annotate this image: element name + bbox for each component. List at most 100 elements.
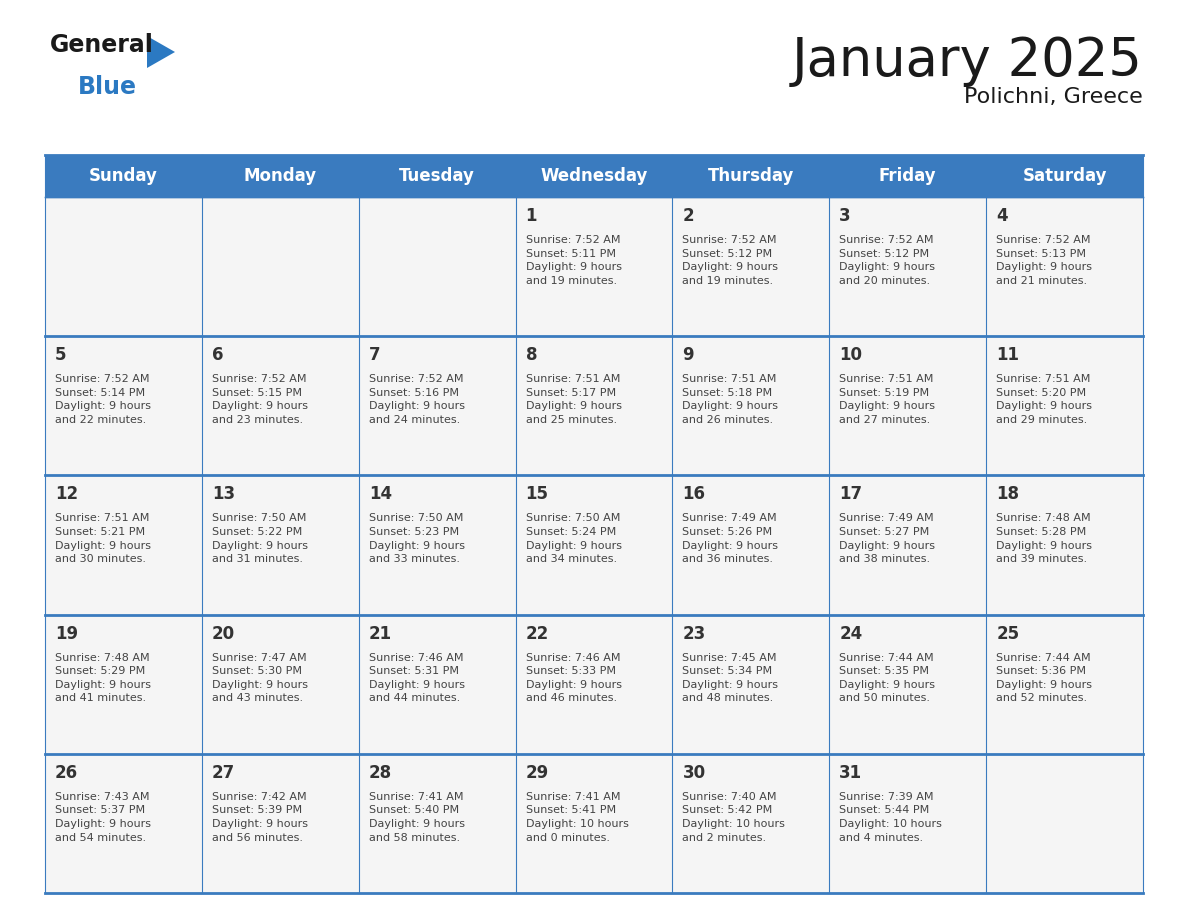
Bar	[359, 614, 516, 754]
Bar	[202, 476, 359, 614]
Bar	[359, 754, 516, 893]
Text: Sunrise: 7:51 AM
Sunset: 5:19 PM
Daylight: 9 hours
and 27 minutes.: Sunrise: 7:51 AM Sunset: 5:19 PM Dayligh…	[839, 375, 935, 425]
Text: Wednesday: Wednesday	[541, 167, 647, 185]
Bar	[986, 476, 1143, 614]
Text: 12: 12	[55, 486, 78, 503]
Polygon shape	[147, 36, 175, 68]
Text: 23: 23	[682, 624, 706, 643]
Text: Sunrise: 7:51 AM
Sunset: 5:17 PM
Daylight: 9 hours
and 25 minutes.: Sunrise: 7:51 AM Sunset: 5:17 PM Dayligh…	[525, 375, 621, 425]
Text: 22: 22	[525, 624, 549, 643]
Text: Sunrise: 7:40 AM
Sunset: 5:42 PM
Daylight: 10 hours
and 2 minutes.: Sunrise: 7:40 AM Sunset: 5:42 PM Dayligh…	[682, 792, 785, 843]
Bar	[986, 197, 1143, 336]
Bar	[45, 197, 202, 336]
Bar	[672, 336, 829, 476]
Text: Thursday: Thursday	[708, 167, 794, 185]
Text: 1: 1	[525, 207, 537, 225]
Bar	[45, 614, 202, 754]
Text: General: General	[50, 33, 154, 57]
Bar	[829, 336, 986, 476]
Bar	[829, 754, 986, 893]
Text: Sunrise: 7:50 AM
Sunset: 5:23 PM
Daylight: 9 hours
and 33 minutes.: Sunrise: 7:50 AM Sunset: 5:23 PM Dayligh…	[368, 513, 465, 565]
Text: 6: 6	[211, 346, 223, 364]
Text: Sunrise: 7:46 AM
Sunset: 5:33 PM
Daylight: 9 hours
and 46 minutes.: Sunrise: 7:46 AM Sunset: 5:33 PM Dayligh…	[525, 653, 621, 703]
Text: 5: 5	[55, 346, 67, 364]
Text: 16: 16	[682, 486, 706, 503]
Text: Friday: Friday	[879, 167, 936, 185]
Text: Monday: Monday	[244, 167, 317, 185]
Text: Sunrise: 7:39 AM
Sunset: 5:44 PM
Daylight: 10 hours
and 4 minutes.: Sunrise: 7:39 AM Sunset: 5:44 PM Dayligh…	[839, 792, 942, 843]
Text: Sunrise: 7:44 AM
Sunset: 5:35 PM
Daylight: 9 hours
and 50 minutes.: Sunrise: 7:44 AM Sunset: 5:35 PM Dayligh…	[839, 653, 935, 703]
Text: 2: 2	[682, 207, 694, 225]
Text: Sunrise: 7:52 AM
Sunset: 5:15 PM
Daylight: 9 hours
and 23 minutes.: Sunrise: 7:52 AM Sunset: 5:15 PM Dayligh…	[211, 375, 308, 425]
Bar	[202, 614, 359, 754]
Text: Sunrise: 7:46 AM
Sunset: 5:31 PM
Daylight: 9 hours
and 44 minutes.: Sunrise: 7:46 AM Sunset: 5:31 PM Dayligh…	[368, 653, 465, 703]
Text: Sunrise: 7:52 AM
Sunset: 5:13 PM
Daylight: 9 hours
and 21 minutes.: Sunrise: 7:52 AM Sunset: 5:13 PM Dayligh…	[997, 235, 1092, 285]
Bar	[202, 336, 359, 476]
Text: 3: 3	[839, 207, 851, 225]
Text: 24: 24	[839, 624, 862, 643]
Bar	[516, 614, 672, 754]
Text: Sunrise: 7:52 AM
Sunset: 5:14 PM
Daylight: 9 hours
and 22 minutes.: Sunrise: 7:52 AM Sunset: 5:14 PM Dayligh…	[55, 375, 151, 425]
Text: 20: 20	[211, 624, 235, 643]
Text: Polichni, Greece: Polichni, Greece	[965, 87, 1143, 107]
Bar	[516, 476, 672, 614]
Text: Sunrise: 7:49 AM
Sunset: 5:27 PM
Daylight: 9 hours
and 38 minutes.: Sunrise: 7:49 AM Sunset: 5:27 PM Dayligh…	[839, 513, 935, 565]
Bar	[672, 614, 829, 754]
Text: Sunrise: 7:48 AM
Sunset: 5:29 PM
Daylight: 9 hours
and 41 minutes.: Sunrise: 7:48 AM Sunset: 5:29 PM Dayligh…	[55, 653, 151, 703]
Text: 29: 29	[525, 764, 549, 782]
Text: 13: 13	[211, 486, 235, 503]
Text: Sunrise: 7:41 AM
Sunset: 5:41 PM
Daylight: 10 hours
and 0 minutes.: Sunrise: 7:41 AM Sunset: 5:41 PM Dayligh…	[525, 792, 628, 843]
Text: 21: 21	[368, 624, 392, 643]
Bar	[516, 336, 672, 476]
Text: 11: 11	[997, 346, 1019, 364]
Text: 17: 17	[839, 486, 862, 503]
Text: 15: 15	[525, 486, 549, 503]
Text: Sunrise: 7:51 AM
Sunset: 5:21 PM
Daylight: 9 hours
and 30 minutes.: Sunrise: 7:51 AM Sunset: 5:21 PM Dayligh…	[55, 513, 151, 565]
Text: 25: 25	[997, 624, 1019, 643]
Text: Sunrise: 7:50 AM
Sunset: 5:22 PM
Daylight: 9 hours
and 31 minutes.: Sunrise: 7:50 AM Sunset: 5:22 PM Dayligh…	[211, 513, 308, 565]
Text: 28: 28	[368, 764, 392, 782]
Text: 31: 31	[839, 764, 862, 782]
Bar	[359, 476, 516, 614]
Bar	[986, 614, 1143, 754]
Text: 18: 18	[997, 486, 1019, 503]
Text: Sunrise: 7:51 AM
Sunset: 5:20 PM
Daylight: 9 hours
and 29 minutes.: Sunrise: 7:51 AM Sunset: 5:20 PM Dayligh…	[997, 375, 1092, 425]
Text: Sunrise: 7:52 AM
Sunset: 5:11 PM
Daylight: 9 hours
and 19 minutes.: Sunrise: 7:52 AM Sunset: 5:11 PM Dayligh…	[525, 235, 621, 285]
Text: Sunrise: 7:49 AM
Sunset: 5:26 PM
Daylight: 9 hours
and 36 minutes.: Sunrise: 7:49 AM Sunset: 5:26 PM Dayligh…	[682, 513, 778, 565]
Text: Sunrise: 7:47 AM
Sunset: 5:30 PM
Daylight: 9 hours
and 43 minutes.: Sunrise: 7:47 AM Sunset: 5:30 PM Dayligh…	[211, 653, 308, 703]
Text: Blue: Blue	[78, 75, 137, 99]
Bar	[45, 155, 1143, 197]
Text: Sunrise: 7:45 AM
Sunset: 5:34 PM
Daylight: 9 hours
and 48 minutes.: Sunrise: 7:45 AM Sunset: 5:34 PM Dayligh…	[682, 653, 778, 703]
Text: Sunrise: 7:52 AM
Sunset: 5:12 PM
Daylight: 9 hours
and 20 minutes.: Sunrise: 7:52 AM Sunset: 5:12 PM Dayligh…	[839, 235, 935, 285]
Bar	[829, 614, 986, 754]
Text: Sunrise: 7:50 AM
Sunset: 5:24 PM
Daylight: 9 hours
and 34 minutes.: Sunrise: 7:50 AM Sunset: 5:24 PM Dayligh…	[525, 513, 621, 565]
Bar	[359, 197, 516, 336]
Bar	[672, 476, 829, 614]
Text: Sunrise: 7:41 AM
Sunset: 5:40 PM
Daylight: 9 hours
and 58 minutes.: Sunrise: 7:41 AM Sunset: 5:40 PM Dayligh…	[368, 792, 465, 843]
Text: Tuesday: Tuesday	[399, 167, 475, 185]
Bar	[202, 754, 359, 893]
Text: Sunrise: 7:52 AM
Sunset: 5:16 PM
Daylight: 9 hours
and 24 minutes.: Sunrise: 7:52 AM Sunset: 5:16 PM Dayligh…	[368, 375, 465, 425]
Text: 9: 9	[682, 346, 694, 364]
Text: 8: 8	[525, 346, 537, 364]
Bar	[829, 197, 986, 336]
Bar	[986, 754, 1143, 893]
Text: 4: 4	[997, 207, 1007, 225]
Text: 7: 7	[368, 346, 380, 364]
Text: 14: 14	[368, 486, 392, 503]
Bar	[672, 197, 829, 336]
Text: Sunrise: 7:52 AM
Sunset: 5:12 PM
Daylight: 9 hours
and 19 minutes.: Sunrise: 7:52 AM Sunset: 5:12 PM Dayligh…	[682, 235, 778, 285]
Bar	[45, 476, 202, 614]
Text: Sunrise: 7:51 AM
Sunset: 5:18 PM
Daylight: 9 hours
and 26 minutes.: Sunrise: 7:51 AM Sunset: 5:18 PM Dayligh…	[682, 375, 778, 425]
Bar	[202, 197, 359, 336]
Text: 19: 19	[55, 624, 78, 643]
Text: Sunrise: 7:43 AM
Sunset: 5:37 PM
Daylight: 9 hours
and 54 minutes.: Sunrise: 7:43 AM Sunset: 5:37 PM Dayligh…	[55, 792, 151, 843]
Bar	[829, 476, 986, 614]
Bar	[986, 336, 1143, 476]
Text: Sunrise: 7:48 AM
Sunset: 5:28 PM
Daylight: 9 hours
and 39 minutes.: Sunrise: 7:48 AM Sunset: 5:28 PM Dayligh…	[997, 513, 1092, 565]
Bar	[359, 336, 516, 476]
Bar	[45, 336, 202, 476]
Bar	[516, 754, 672, 893]
Bar	[516, 197, 672, 336]
Text: Saturday: Saturday	[1023, 167, 1107, 185]
